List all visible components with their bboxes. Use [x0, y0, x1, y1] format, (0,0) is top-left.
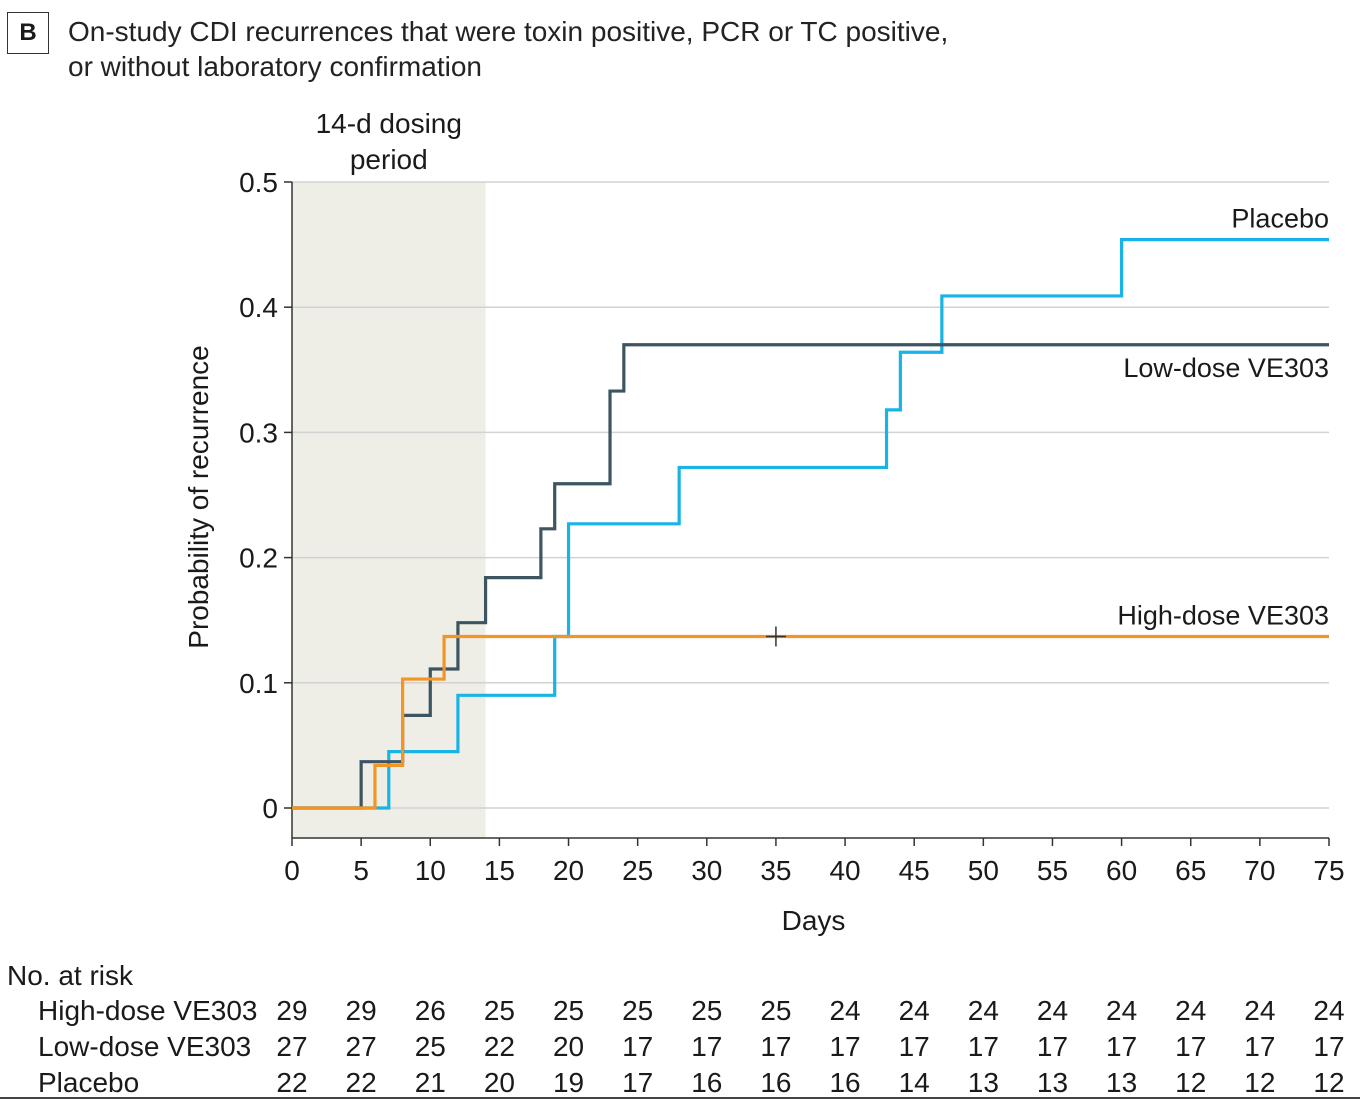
risk-table-cell: 20: [484, 1067, 515, 1098]
risk-table-cell: 16: [691, 1067, 722, 1098]
risk-table-cell: 24: [1175, 995, 1206, 1026]
risk-table-cell: 22: [276, 1067, 307, 1098]
risk-table-cell: 17: [1037, 1031, 1068, 1062]
risk-table-cell: 27: [276, 1031, 307, 1062]
risk-table-cell: 24: [968, 995, 999, 1026]
x-tick-label: 50: [968, 855, 999, 886]
y-tick-label: 0.2: [239, 543, 278, 574]
figure-title-line-1: On-study CDI recurrences that were toxin…: [68, 16, 949, 47]
risk-table-cell: 17: [1313, 1031, 1344, 1062]
risk-table-cell: 24: [1313, 995, 1344, 1026]
bottom-rule: [0, 1097, 1360, 1099]
risk-table-cell: 25: [760, 995, 791, 1026]
risk-table-cell: 13: [1037, 1067, 1068, 1098]
x-tick-label: 55: [1037, 855, 1068, 886]
risk-table-cell: 17: [829, 1031, 860, 1062]
risk-table-cell: 24: [1106, 995, 1137, 1026]
x-tick-label: 75: [1313, 855, 1344, 886]
x-tick-label: 10: [415, 855, 446, 886]
risk-table-cell: 19: [553, 1067, 584, 1098]
dosing-period-label-line-2: period: [350, 144, 428, 175]
y-tick-label: 0.3: [239, 417, 278, 448]
risk-table-cell: 29: [276, 995, 307, 1026]
y-tick-label: 0.4: [239, 292, 278, 323]
risk-table-cell: 12: [1175, 1067, 1206, 1098]
y-axis-title: Probability of recurrence: [183, 345, 214, 648]
risk-table-cell: 17: [1106, 1031, 1137, 1062]
risk-table-cell: 14: [899, 1067, 930, 1098]
panel-label: B: [7, 12, 49, 54]
y-tick-label: 0.1: [239, 668, 278, 699]
risk-table-cell: 20: [553, 1031, 584, 1062]
risk-table-cell: 13: [968, 1067, 999, 1098]
risk-table-cell: 16: [760, 1067, 791, 1098]
figure-title-line-2: or without laboratory confirmation: [68, 51, 482, 82]
risk-table-cell: 25: [415, 1031, 446, 1062]
risk-table-cell: 17: [691, 1031, 722, 1062]
x-tick-label: 25: [622, 855, 653, 886]
risk-table-row-label: Low-dose VE303: [38, 1031, 251, 1062]
x-tick-label: 40: [829, 855, 860, 886]
risk-table-cell: 21: [415, 1067, 446, 1098]
series-line-high-dose-ve303: [292, 634, 1329, 810]
x-tick-label: 65: [1175, 855, 1206, 886]
figure-title: On-study CDI recurrences that were toxin…: [68, 14, 948, 84]
risk-table-cell: 26: [415, 995, 446, 1026]
risk-table-cell: 17: [968, 1031, 999, 1062]
y-tick-label: 0: [262, 793, 278, 824]
x-tick-label: 0: [284, 855, 300, 886]
x-tick-label: 15: [484, 855, 515, 886]
risk-table-cell: 22: [346, 1067, 377, 1098]
risk-table-cell: 25: [484, 995, 515, 1026]
risk-table-cell: 17: [1244, 1031, 1275, 1062]
x-tick-label: 5: [353, 855, 369, 886]
x-tick-label: 35: [760, 855, 791, 886]
dosing-period-label-line-1: 14-d dosing: [316, 108, 462, 139]
x-tick-label: 45: [899, 855, 930, 886]
risk-table-cell: 24: [1244, 995, 1275, 1026]
dosing-period-shading: [292, 182, 486, 838]
risk-table-cell: 25: [622, 995, 653, 1026]
risk-table-cell: 17: [1175, 1031, 1206, 1062]
risk-table-row-label: High-dose VE303: [38, 995, 257, 1026]
risk-table-cell: 13: [1106, 1067, 1137, 1098]
risk-table-cell: 25: [691, 995, 722, 1026]
risk-table-cell: 17: [622, 1067, 653, 1098]
risk-table-cell: 24: [829, 995, 860, 1026]
risk-table-cell: 16: [829, 1067, 860, 1098]
risk-table-title: No. at risk: [7, 960, 134, 991]
risk-table-cell: 12: [1313, 1067, 1344, 1098]
risk-table-cell: 24: [1037, 995, 1068, 1026]
x-axis-title: Days: [782, 905, 846, 936]
risk-table-cell: 29: [346, 995, 377, 1026]
risk-table-cell: 25: [553, 995, 584, 1026]
risk-table-cell: 22: [484, 1031, 515, 1062]
x-tick-label: 30: [691, 855, 722, 886]
series-label-placebo: Placebo: [1231, 204, 1329, 234]
risk-table-cell: 24: [899, 995, 930, 1026]
y-tick-label: 0.5: [239, 167, 278, 198]
series-line-placebo: [292, 237, 1329, 810]
x-tick-label: 20: [553, 855, 584, 886]
risk-table-row-label: Placebo: [38, 1067, 139, 1098]
risk-table-cell: 12: [1244, 1067, 1275, 1098]
risk-table-cell: 17: [760, 1031, 791, 1062]
risk-table-cell: 17: [899, 1031, 930, 1062]
series-label-high-dose-ve303: High-dose VE303: [1117, 600, 1329, 630]
series-label-low-dose-ve303: Low-dose VE303: [1123, 353, 1329, 383]
risk-table-cell: 27: [346, 1031, 377, 1062]
x-tick-label: 70: [1244, 855, 1275, 886]
x-tick-label: 60: [1106, 855, 1137, 886]
risk-table-cell: 17: [622, 1031, 653, 1062]
